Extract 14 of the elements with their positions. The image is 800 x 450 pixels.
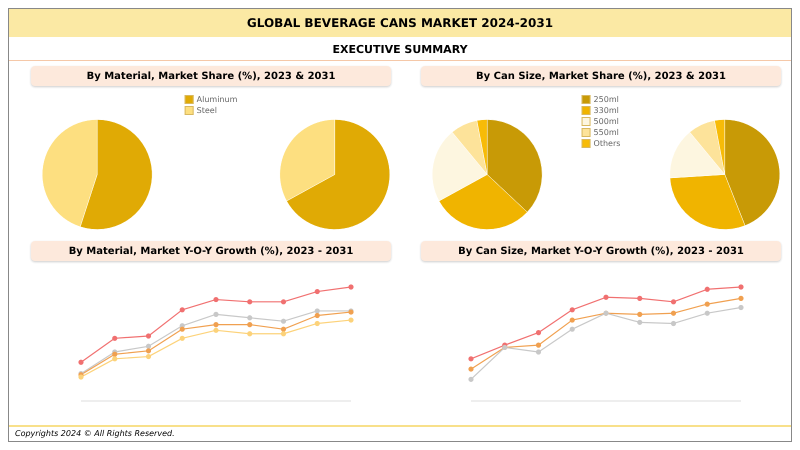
legend-label: 550ml xyxy=(594,127,619,138)
text: EXECUTIVE SUMMARY xyxy=(9,38,791,61)
chart-title: By Can Size, Market Y-O-Y Growth (%), 2023 - 2031 xyxy=(421,241,781,261)
legend-label: Steel xyxy=(196,105,217,116)
chart-title: By Can Size, Market Share (%), 2023 & 2031 xyxy=(421,66,781,86)
legend-label: 500ml xyxy=(594,116,619,127)
text: GLOBAL BEVERAGE CANS MARKET 2024-2031 xyxy=(9,9,791,37)
legend-label: Aluminum xyxy=(196,94,238,105)
chart-title: By Material, Market Y-O-Y Growth (%), 2023 - 2031 xyxy=(31,241,391,261)
chart-title: By Material, Market Share (%), 2023 & 2031 xyxy=(31,66,391,86)
legend-label: 330ml xyxy=(594,105,619,116)
legend-label: 250ml xyxy=(594,94,619,105)
text: Copyrights 2024 © All Rights Reserved. xyxy=(14,428,176,440)
legend-label: Others xyxy=(594,138,620,149)
